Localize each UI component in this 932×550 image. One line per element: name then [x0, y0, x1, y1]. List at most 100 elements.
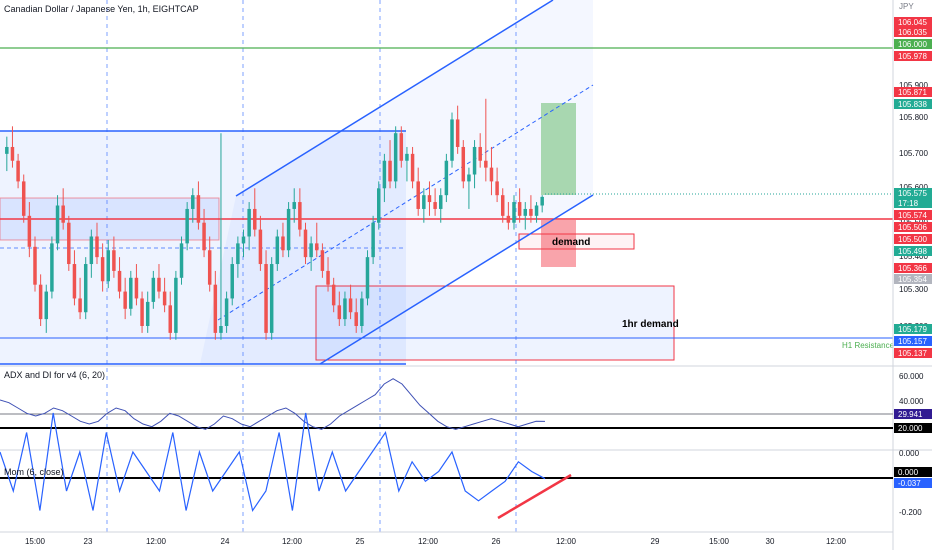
mom-badge-bg — [894, 478, 932, 488]
candle-body — [123, 291, 127, 309]
candle-body — [343, 298, 347, 320]
price-badge-label: 105.871 — [898, 88, 927, 97]
candles — [5, 98, 544, 340]
price-badge-label: 105.978 — [898, 52, 927, 61]
price-badge-bg — [894, 222, 932, 232]
candle-body — [50, 243, 54, 292]
time-axis-label: 12:00 — [146, 537, 167, 546]
time-axis-label: 12:00 — [826, 537, 847, 546]
mom-badge-bg — [894, 467, 932, 477]
time-axis-label: 12:00 — [556, 537, 577, 546]
price-badge-label: 105.354 — [898, 275, 927, 284]
candle-body — [21, 181, 26, 216]
candle-body — [157, 277, 161, 292]
candle-body — [455, 119, 460, 147]
candle-body — [27, 215, 32, 247]
candle-body — [410, 153, 415, 182]
candle-body — [207, 250, 212, 285]
adx-axis-ticks: 60.000 40.000 29.941 20.000 0.000 — [894, 372, 932, 458]
ascending-channel — [217, 0, 594, 365]
mom-badge-label: 0.000 — [898, 468, 919, 477]
price-tick-label: 105.900 — [899, 81, 928, 90]
mom-axis-ticks: -0.200 0.000 -0.037 — [894, 467, 932, 517]
candle-body — [241, 236, 246, 244]
price-tick-label: 105.800 — [899, 113, 928, 122]
candle-body — [140, 298, 144, 326]
candle-body — [55, 205, 60, 244]
price-badge-bg — [894, 99, 932, 109]
candle-body — [258, 229, 263, 265]
candle-body — [472, 146, 477, 175]
adx-tick-label: 0.000 — [899, 449, 920, 458]
candle-body — [44, 291, 49, 320]
candle-body — [309, 243, 313, 258]
adx-badge-bg — [894, 423, 932, 433]
candle-body — [506, 215, 511, 223]
candle-body — [95, 236, 99, 258]
candle-body — [315, 243, 319, 251]
adx-badge-label: 20.000 — [898, 424, 923, 433]
candle-body — [495, 181, 499, 196]
currency-label: JPY — [899, 2, 914, 11]
adx-badge-bg — [894, 409, 932, 419]
candle-body — [191, 195, 195, 209]
price-badge-bg — [894, 17, 932, 27]
drawings-background — [0, 0, 675, 364]
price-badge-bg — [894, 27, 932, 37]
candle-body — [512, 202, 516, 223]
time-axis-label: 26 — [492, 537, 501, 546]
candle-body — [500, 195, 505, 216]
mom-badge-label: -0.037 — [898, 479, 921, 488]
time-axis-label: 12:00 — [282, 537, 303, 546]
price-badge-bg — [894, 263, 932, 273]
price-badge-bg — [894, 198, 932, 208]
candle-body — [388, 160, 392, 182]
candle-body — [83, 264, 88, 313]
price-badge-label: 105.575 — [898, 189, 927, 198]
candle-body — [179, 243, 184, 278]
price-badge-label: 105.179 — [898, 325, 927, 334]
price-badge-bg — [894, 324, 932, 334]
candle-body — [517, 202, 522, 216]
candle-body — [281, 236, 285, 251]
candle-body — [224, 298, 229, 326]
candle-body — [185, 208, 189, 244]
candle-body — [292, 202, 296, 209]
candle-body — [371, 222, 375, 258]
candle-body — [444, 160, 449, 196]
candle-body — [78, 298, 82, 313]
channel-lower-line — [319, 194, 594, 365]
candle-body — [382, 160, 387, 189]
price-badge-label: 106.000 — [898, 40, 927, 49]
candle-body — [534, 205, 539, 216]
candle-body — [286, 208, 291, 251]
price-badge-bg — [894, 39, 932, 49]
chart-title: Canadian Dollar / Japanese Yen, 1h, EIGH… — [4, 4, 199, 14]
channel-mid-line — [217, 84, 594, 321]
adx-pane: ADX and DI for v4 (6, 20) — [0, 370, 893, 430]
candle-body — [450, 119, 454, 161]
price-badge-label: 105.500 — [898, 235, 927, 244]
price-badge-label: 105.574 — [898, 211, 927, 220]
candle-body — [230, 264, 234, 299]
horizontal-levels — [0, 47, 893, 365]
hr-demand-zone — [315, 285, 675, 361]
candle-body — [529, 208, 533, 216]
candle-body — [320, 250, 325, 271]
price-badge-label: 105.366 — [898, 264, 927, 273]
ascending-channel-fill — [200, 0, 593, 364]
candle-body — [106, 250, 111, 282]
candle-body — [489, 167, 494, 182]
candle-body — [129, 277, 133, 309]
candle-body — [298, 202, 302, 230]
price-badge-label: 106.045 — [898, 18, 927, 27]
candle-body — [100, 257, 105, 282]
candle-body — [540, 196, 544, 206]
price-badge-bg — [894, 274, 932, 284]
long-position-target — [541, 103, 576, 195]
price-badge-bg — [894, 348, 932, 358]
candle-body — [134, 277, 139, 299]
candle-body — [354, 312, 358, 326]
candle-body — [89, 236, 94, 265]
